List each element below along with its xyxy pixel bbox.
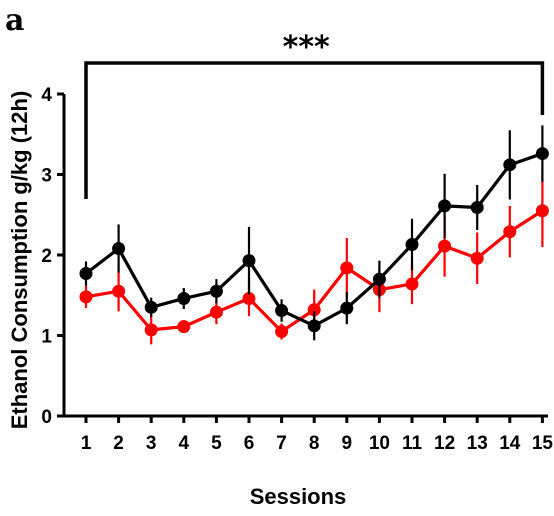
- data-point: [405, 238, 419, 252]
- data-point: [242, 254, 256, 268]
- y-tick-label: 4: [41, 85, 52, 106]
- x-tick-label: 12: [434, 433, 455, 454]
- x-tick-label: 8: [309, 433, 320, 454]
- x-tick-label: 9: [342, 433, 353, 454]
- data-point: [372, 272, 386, 286]
- data-point: [535, 147, 549, 161]
- data-point: [470, 251, 484, 265]
- panel-letter: a: [5, 3, 24, 38]
- data-point: [307, 319, 321, 333]
- data-point: [79, 267, 93, 281]
- x-tick-label: 5: [211, 433, 222, 454]
- data-point: [470, 201, 484, 215]
- x-axis-label: Sessions: [250, 484, 347, 509]
- y-axis-label: Ethanol Consumption g/kg (12h): [7, 91, 32, 430]
- y-tick-label: 2: [41, 246, 52, 267]
- x-tick-label: 10: [369, 433, 390, 454]
- x-tick-label: 11: [402, 433, 423, 454]
- data-point: [438, 199, 452, 213]
- data-point: [307, 303, 321, 317]
- significance-bracket: ***: [84, 30, 545, 199]
- bracket-line: [84, 61, 545, 199]
- x-tick-label: 4: [179, 433, 190, 454]
- x-tick-label: 15: [532, 433, 554, 454]
- x-tick-label: 2: [113, 433, 124, 454]
- series-1: [79, 174, 549, 345]
- x-tick-label: 3: [146, 433, 157, 454]
- data-point: [209, 284, 223, 298]
- x-tick-label: 7: [276, 433, 287, 454]
- data-point: [340, 261, 354, 275]
- x-tick-label: 6: [244, 433, 255, 454]
- y-tick-label: 1: [41, 327, 52, 348]
- series-group: [79, 125, 549, 345]
- data-point: [438, 239, 452, 253]
- data-point: [209, 305, 223, 319]
- data-point: [503, 158, 517, 172]
- data-point: [275, 304, 289, 318]
- data-point: [340, 301, 354, 315]
- data-point: [535, 204, 549, 218]
- x-tick-label: 1: [81, 433, 92, 454]
- data-point: [79, 290, 93, 304]
- y-tick-label: 3: [41, 166, 52, 187]
- y-tick-label: 0: [41, 407, 52, 428]
- data-point: [112, 242, 126, 256]
- data-point: [144, 300, 158, 314]
- x-tick-label: 14: [499, 433, 521, 454]
- data-point: [177, 291, 191, 305]
- significance-stars: ***: [283, 30, 330, 65]
- series-0: [79, 125, 549, 341]
- data-point: [242, 291, 256, 305]
- x-tick-label: 13: [467, 433, 488, 454]
- data-point: [503, 225, 517, 239]
- data-point: [275, 324, 289, 338]
- data-point: [177, 320, 191, 334]
- data-point: [144, 323, 158, 337]
- data-point: [405, 277, 419, 291]
- data-point: [112, 284, 126, 298]
